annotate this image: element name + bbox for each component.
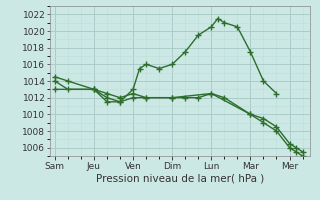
X-axis label: Pression niveau de la mer( hPa ): Pression niveau de la mer( hPa ) <box>96 173 264 183</box>
